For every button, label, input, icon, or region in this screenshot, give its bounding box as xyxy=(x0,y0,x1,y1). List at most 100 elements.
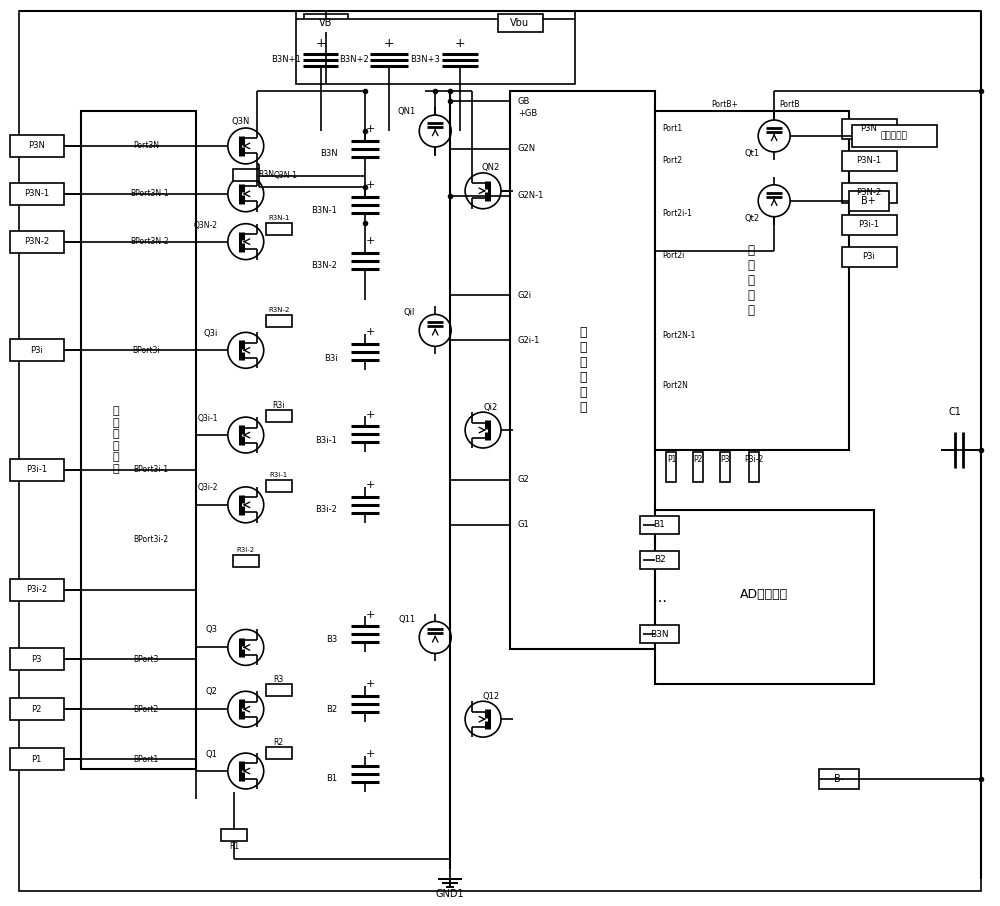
Text: G2N: G2N xyxy=(518,144,536,153)
Text: P3: P3 xyxy=(31,655,42,664)
Bar xyxy=(10,649,64,670)
Bar xyxy=(842,183,897,203)
Bar xyxy=(720,452,730,482)
Text: +: + xyxy=(366,179,375,190)
Bar xyxy=(266,480,292,492)
Text: R3N-2: R3N-2 xyxy=(268,307,289,313)
Text: Port2N-1: Port2N-1 xyxy=(663,331,696,340)
Text: Q2: Q2 xyxy=(206,687,218,696)
Text: B3N+2: B3N+2 xyxy=(339,54,368,63)
Text: P3i-1: P3i-1 xyxy=(858,220,879,229)
Bar xyxy=(666,452,676,482)
Text: Q3N-1: Q3N-1 xyxy=(274,171,298,180)
Text: P3N: P3N xyxy=(28,141,45,150)
Text: R2: R2 xyxy=(274,737,284,747)
Text: +: + xyxy=(366,610,375,620)
Text: Port2: Port2 xyxy=(663,157,683,166)
Text: VB: VB xyxy=(319,18,332,28)
Bar xyxy=(10,579,64,601)
Text: G1: G1 xyxy=(518,520,530,529)
Text: P2: P2 xyxy=(694,456,703,465)
Text: R3i: R3i xyxy=(272,400,285,410)
Text: 霍尔传感器: 霍尔传感器 xyxy=(880,131,907,140)
Text: Vbu: Vbu xyxy=(510,18,530,28)
Text: R3i-1: R3i-1 xyxy=(270,472,288,478)
Bar xyxy=(842,151,897,171)
Bar xyxy=(266,410,292,422)
Text: +: + xyxy=(366,680,375,689)
Text: Q3N-2: Q3N-2 xyxy=(194,221,218,230)
Text: BPort3i-2: BPort3i-2 xyxy=(134,535,169,545)
Text: P3: P3 xyxy=(721,456,730,465)
Text: BPort3N-1: BPort3N-1 xyxy=(130,189,168,198)
Text: P3i: P3i xyxy=(862,252,875,261)
Text: P1: P1 xyxy=(667,456,676,465)
Text: B1: B1 xyxy=(654,520,665,529)
Text: P3N-1: P3N-1 xyxy=(856,157,881,166)
Text: R3i-2: R3i-2 xyxy=(237,546,255,553)
Text: B2: B2 xyxy=(654,555,665,564)
Bar xyxy=(498,14,543,33)
Text: C1: C1 xyxy=(949,407,961,417)
Text: QN2: QN2 xyxy=(482,163,500,172)
Bar xyxy=(852,125,937,147)
Bar xyxy=(266,315,292,327)
Text: B3: B3 xyxy=(326,635,337,644)
Text: G2N-1: G2N-1 xyxy=(518,191,544,200)
Bar xyxy=(233,554,259,566)
Text: P2: P2 xyxy=(31,705,42,714)
Bar xyxy=(842,119,897,139)
Text: Q1: Q1 xyxy=(206,749,218,758)
Text: BPort3i-1: BPort3i-1 xyxy=(134,466,169,475)
Bar xyxy=(81,111,196,769)
Text: Qt1: Qt1 xyxy=(744,149,759,159)
Bar xyxy=(819,769,859,789)
Text: B3N-1: B3N-1 xyxy=(312,207,337,216)
Text: G2: G2 xyxy=(518,476,530,485)
Text: P3N: P3N xyxy=(860,124,877,133)
Text: Q3: Q3 xyxy=(206,625,218,634)
Bar xyxy=(842,215,897,235)
Bar xyxy=(640,516,679,534)
Text: +: + xyxy=(366,749,375,759)
Bar xyxy=(10,748,64,770)
Text: B3N-2: B3N-2 xyxy=(312,261,337,270)
Bar xyxy=(266,684,292,696)
Text: Port2i-1: Port2i-1 xyxy=(663,209,692,218)
Text: P3i-2: P3i-2 xyxy=(26,585,47,594)
Text: P3i: P3i xyxy=(30,346,43,355)
Text: PortB: PortB xyxy=(779,100,799,109)
Bar xyxy=(842,246,897,266)
Text: R3N: R3N xyxy=(259,170,275,179)
Text: QN1: QN1 xyxy=(397,107,415,116)
Text: AD采样单元: AD采样单元 xyxy=(740,588,788,601)
Text: P3i-2: P3i-2 xyxy=(745,456,764,465)
Text: G2i: G2i xyxy=(518,291,532,300)
Bar xyxy=(221,829,247,841)
Text: …: … xyxy=(653,591,667,604)
Text: +: + xyxy=(384,37,395,50)
Text: 单
片
机
单
元: 单 片 机 单 元 xyxy=(748,244,755,317)
Text: P3N-2: P3N-2 xyxy=(856,188,881,198)
Text: +: + xyxy=(366,410,375,420)
Text: +: + xyxy=(366,327,375,337)
Text: G2i-1: G2i-1 xyxy=(518,336,540,345)
Bar xyxy=(10,459,64,481)
Text: P3N-2: P3N-2 xyxy=(24,237,49,246)
Text: B3i-2: B3i-2 xyxy=(316,506,337,515)
Text: B3N: B3N xyxy=(320,149,337,159)
Text: Port1: Port1 xyxy=(663,124,683,133)
Bar xyxy=(655,510,874,684)
Text: P1: P1 xyxy=(31,755,42,764)
Text: Q3i: Q3i xyxy=(203,329,218,338)
Text: +: + xyxy=(455,37,465,50)
Text: Port3N: Port3N xyxy=(133,141,159,150)
Text: P3i-1: P3i-1 xyxy=(26,466,47,475)
Text: Qi2: Qi2 xyxy=(484,402,498,411)
Text: PortB+: PortB+ xyxy=(711,100,738,109)
Text: Port2i: Port2i xyxy=(663,251,685,260)
Text: BPort3i: BPort3i xyxy=(132,346,160,355)
Text: B3N+1: B3N+1 xyxy=(271,54,301,63)
Text: 开
关
驱
动
单
元: 开 关 驱 动 单 元 xyxy=(579,326,586,414)
Text: B3i: B3i xyxy=(324,353,337,362)
